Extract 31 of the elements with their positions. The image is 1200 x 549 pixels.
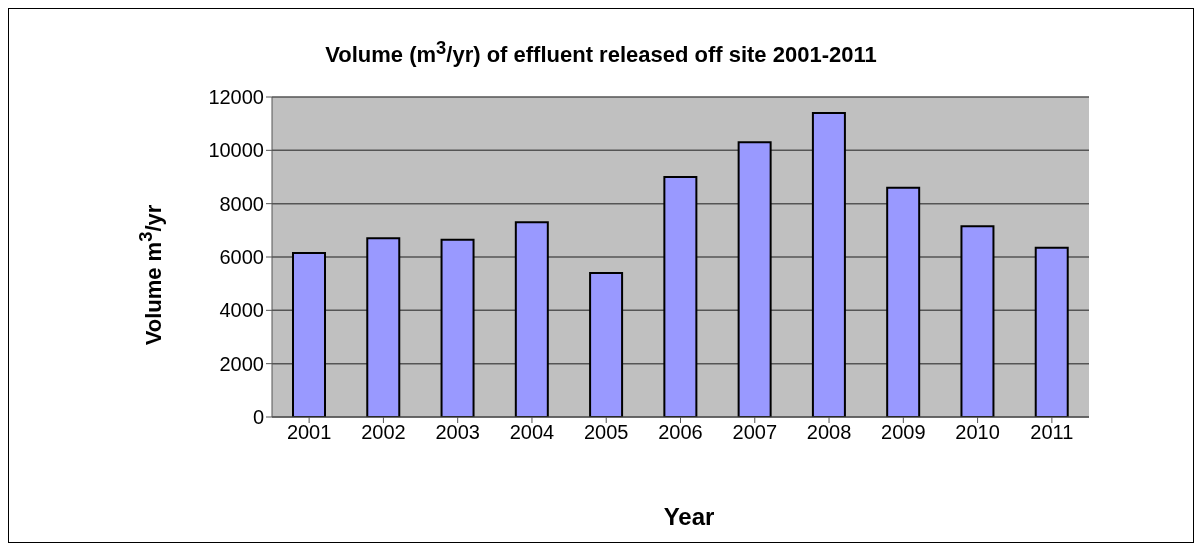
y-tick-label: 4000 — [219, 299, 264, 322]
x-tick-label: 2007 — [732, 421, 778, 444]
bar — [960, 225, 995, 417]
bar — [589, 272, 624, 417]
y-tick-label: 10000 — [208, 139, 264, 162]
y-tick-label: 8000 — [219, 192, 264, 215]
x-tick-label: 2005 — [583, 421, 629, 444]
bar — [811, 112, 846, 417]
bar — [366, 237, 401, 417]
y-tick-label: 12000 — [208, 86, 264, 109]
bar — [737, 141, 772, 417]
bar — [663, 176, 698, 417]
chart-title: Volume (m$^{3}$/yr) of effluent released off site 2001-2011 — [324, 37, 878, 69]
x-axis-title: Year — [662, 503, 716, 531]
x-tick-label: 2006 — [658, 421, 703, 444]
bar — [1034, 246, 1069, 417]
y-tick-label: 2000 — [219, 352, 264, 375]
bar — [514, 221, 549, 417]
x-tick-label: 2001 — [286, 421, 332, 444]
x-tick-label: 2002 — [361, 421, 406, 444]
y-tick-label: 0 — [252, 406, 264, 429]
bar — [292, 252, 326, 417]
bar — [886, 186, 921, 417]
y-tick-label: 6000 — [219, 246, 264, 269]
x-tick-label: 2004 — [509, 421, 555, 444]
x-tick-label: 2011 — [1030, 421, 1074, 444]
bar — [440, 238, 475, 417]
x-tick-label: 2009 — [881, 421, 926, 444]
x-tick-label: 2003 — [435, 421, 480, 444]
x-tick-label: 2008 — [806, 421, 852, 444]
x-tick-label: 2010 — [955, 421, 1000, 444]
